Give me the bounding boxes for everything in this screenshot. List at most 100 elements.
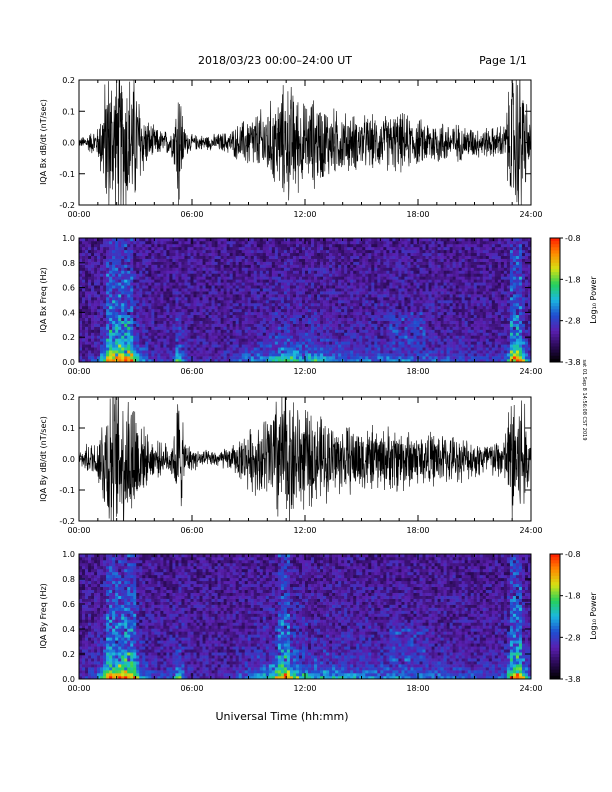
spectrogram-cell bbox=[389, 332, 393, 336]
spectrogram-cell bbox=[250, 332, 255, 336]
spectrogram-cell bbox=[133, 341, 137, 345]
spectrogram-cell bbox=[253, 243, 258, 248]
spectrogram-cell bbox=[320, 326, 324, 330]
spectrogram-cell bbox=[109, 276, 113, 280]
spectrogram-cell bbox=[422, 314, 426, 319]
spectrogram-cell bbox=[407, 279, 411, 283]
spectrogram-cell bbox=[94, 294, 98, 298]
spectrogram-cell bbox=[94, 264, 98, 268]
spectrogram-cell bbox=[416, 314, 420, 319]
spectrogram-cell bbox=[211, 291, 215, 295]
spectrogram-cell bbox=[217, 252, 221, 257]
spectrogram-cell bbox=[106, 243, 110, 248]
spectrogram-cell bbox=[196, 300, 200, 304]
spectrogram-cell bbox=[401, 297, 405, 301]
spectrogram-cell bbox=[329, 320, 333, 324]
spectrogram-cell bbox=[377, 317, 381, 321]
spectrogram-cell bbox=[211, 329, 215, 333]
spectrogram-cell bbox=[145, 305, 149, 310]
spectrogram-cell bbox=[253, 353, 258, 357]
spectrogram-cell bbox=[163, 323, 167, 327]
spectrogram-cell bbox=[193, 332, 197, 336]
spectrogram-cell bbox=[130, 276, 134, 280]
spectrogram-cell bbox=[371, 314, 375, 319]
spectrogram-cell bbox=[112, 302, 116, 307]
spectrogram-cell bbox=[169, 288, 173, 292]
spectrogram-cell bbox=[419, 320, 423, 324]
spectrogram-cell bbox=[298, 243, 303, 248]
spectrogram-cell bbox=[259, 305, 264, 310]
spectrogram-cell bbox=[359, 341, 363, 345]
spectrogram-cell bbox=[286, 264, 291, 268]
spectrogram-cell bbox=[347, 347, 351, 351]
spectrogram-cell bbox=[301, 314, 306, 319]
spectrogram-cell bbox=[295, 359, 300, 363]
spectrogram-cell bbox=[305, 300, 309, 304]
spectrogram-cell bbox=[172, 276, 176, 280]
spectrogram-cell bbox=[419, 238, 423, 242]
spectrogram-cell bbox=[416, 261, 420, 265]
spectrogram-cell bbox=[283, 276, 288, 280]
spectrogram-cell bbox=[88, 320, 92, 324]
spectrogram-cell bbox=[139, 332, 143, 336]
spectrogram-cell bbox=[308, 294, 312, 298]
spectrogram-cell bbox=[226, 291, 230, 295]
spectrogram-cell bbox=[329, 302, 333, 307]
spectrogram-cell bbox=[305, 335, 309, 339]
spectrogram-cell bbox=[398, 344, 402, 348]
spectrogram-cell bbox=[241, 279, 246, 283]
spectrogram-cell bbox=[311, 338, 315, 342]
spectrogram-cell bbox=[371, 338, 375, 342]
spectrogram-cell bbox=[374, 302, 378, 307]
spectrogram-cell bbox=[205, 308, 209, 313]
spectrogram-cell bbox=[292, 302, 297, 307]
spectrogram-cell bbox=[413, 255, 417, 259]
spectrogram-cell bbox=[199, 332, 203, 336]
spectrogram-cell bbox=[178, 294, 182, 298]
spectrogram-cell bbox=[356, 338, 360, 342]
spectrogram-cell bbox=[365, 323, 369, 327]
spectrogram-cell bbox=[314, 317, 318, 321]
spectrogram-cell bbox=[175, 353, 179, 357]
spectrogram-cell bbox=[220, 347, 224, 351]
spectrogram-cell bbox=[320, 291, 324, 295]
spectrogram-cell bbox=[410, 249, 414, 254]
spectrogram-cell bbox=[115, 279, 119, 283]
spectrogram-cell bbox=[265, 353, 270, 357]
spectrogram-cell bbox=[202, 255, 206, 259]
spectrogram-cell bbox=[238, 255, 243, 259]
spectrogram-cell bbox=[94, 323, 98, 327]
spectrogram-cell bbox=[166, 326, 170, 330]
spectrogram-cell bbox=[286, 249, 291, 254]
spectrogram-cell bbox=[332, 311, 336, 316]
spectrogram-cell bbox=[428, 323, 432, 327]
spectrogram-cell bbox=[157, 255, 161, 259]
spectrogram-cell bbox=[283, 249, 288, 254]
spectrogram-cell bbox=[271, 258, 276, 262]
spectrogram-cell bbox=[301, 326, 306, 330]
spectrogram-cell bbox=[220, 279, 224, 283]
spectrogram-cell bbox=[190, 335, 194, 339]
spectrogram-cell bbox=[226, 317, 230, 321]
spectrogram-cell bbox=[305, 288, 309, 292]
spectrogram-cell bbox=[262, 353, 267, 357]
spectrogram-cell bbox=[238, 288, 243, 292]
spectrogram-cell bbox=[271, 302, 276, 307]
spectrogram-cell bbox=[280, 294, 285, 298]
y-tick-label: 0.0 bbox=[62, 139, 75, 148]
spectrogram-cell bbox=[169, 285, 173, 289]
spectrogram-cell bbox=[404, 305, 408, 310]
spectrogram-cell bbox=[386, 305, 390, 310]
spectrogram-cell bbox=[344, 302, 348, 307]
spectrogram-cell bbox=[329, 273, 333, 277]
spectrogram-cell bbox=[250, 246, 255, 251]
spectrogram-cell bbox=[268, 308, 273, 313]
spectrogram-cell bbox=[145, 243, 149, 248]
spectrogram-cell bbox=[241, 356, 246, 360]
spectrogram-cell bbox=[94, 353, 98, 357]
spectrogram-cell bbox=[97, 317, 101, 321]
spectrogram-cell bbox=[112, 279, 116, 283]
spectrogram-cell bbox=[133, 270, 137, 274]
spectrogram-cell bbox=[298, 341, 303, 345]
spectrogram-cell bbox=[157, 264, 161, 268]
